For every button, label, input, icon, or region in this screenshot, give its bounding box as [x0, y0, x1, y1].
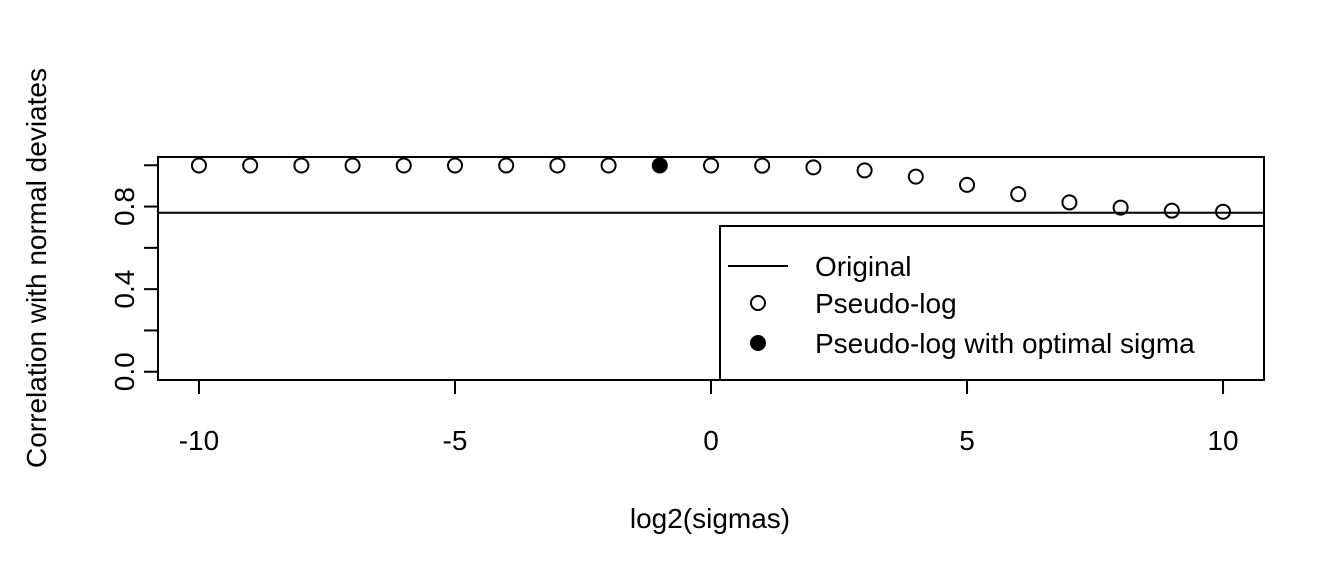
pseudo-log-point [498, 157, 515, 174]
x-tick-label: 0 [703, 425, 719, 456]
x-tick-label: 10 [1207, 425, 1238, 456]
pseudo-log-point [1010, 186, 1027, 203]
legend-open-circle-symbol [750, 295, 766, 311]
pseudo-log-point [549, 157, 566, 174]
pseudo-log-point [190, 157, 207, 174]
pseudo-log-point [1163, 202, 1180, 219]
pseudo-log-point [1215, 203, 1232, 220]
pseudo-log-point [293, 157, 310, 174]
optimal-sigma-point [651, 157, 668, 174]
legend: Original Pseudo-log Pseudo-log with optima… [719, 225, 1265, 381]
x-tick-label: -10 [179, 425, 219, 456]
pseudo-log-point [1061, 194, 1078, 211]
y-axis: 0.0 0.4 0.8 [109, 164, 159, 391]
pseudo-log-point [959, 176, 976, 193]
pseudo-log-point [703, 157, 719, 174]
pseudo-log-point [907, 168, 924, 185]
pseudo-log-point [805, 159, 822, 176]
legend-label: Pseudo-log [815, 288, 957, 319]
pseudo-log-point [344, 157, 361, 174]
legend-label: Pseudo-log with optimal sigma [815, 328, 1195, 359]
pseudo-log-point [754, 157, 771, 174]
x-tick-label: 5 [959, 425, 975, 456]
x-axis: -10 -5 0 5 10 [179, 379, 1239, 456]
y-tick-label: 0.8 [109, 187, 140, 226]
y-axis-label: Correlation with normal deviates [21, 68, 52, 468]
x-axis-label: log2(sigmas) [630, 503, 790, 534]
legend-label: Original [815, 251, 911, 282]
legend-box [719, 225, 1265, 381]
pseudo-log-point [1112, 199, 1129, 216]
points-group [190, 157, 1232, 220]
pseudo-log-point [446, 157, 463, 174]
y-tick-label: 0.4 [109, 270, 140, 309]
pseudo-log-point [856, 162, 873, 179]
legend-filled-circle-symbol [750, 335, 766, 351]
pseudo-log-point [395, 157, 412, 174]
pseudo-log-point [600, 157, 617, 174]
y-tick-label: 0.0 [109, 352, 140, 391]
pseudo-log-point [242, 157, 259, 174]
x-tick-label: -5 [443, 425, 468, 456]
